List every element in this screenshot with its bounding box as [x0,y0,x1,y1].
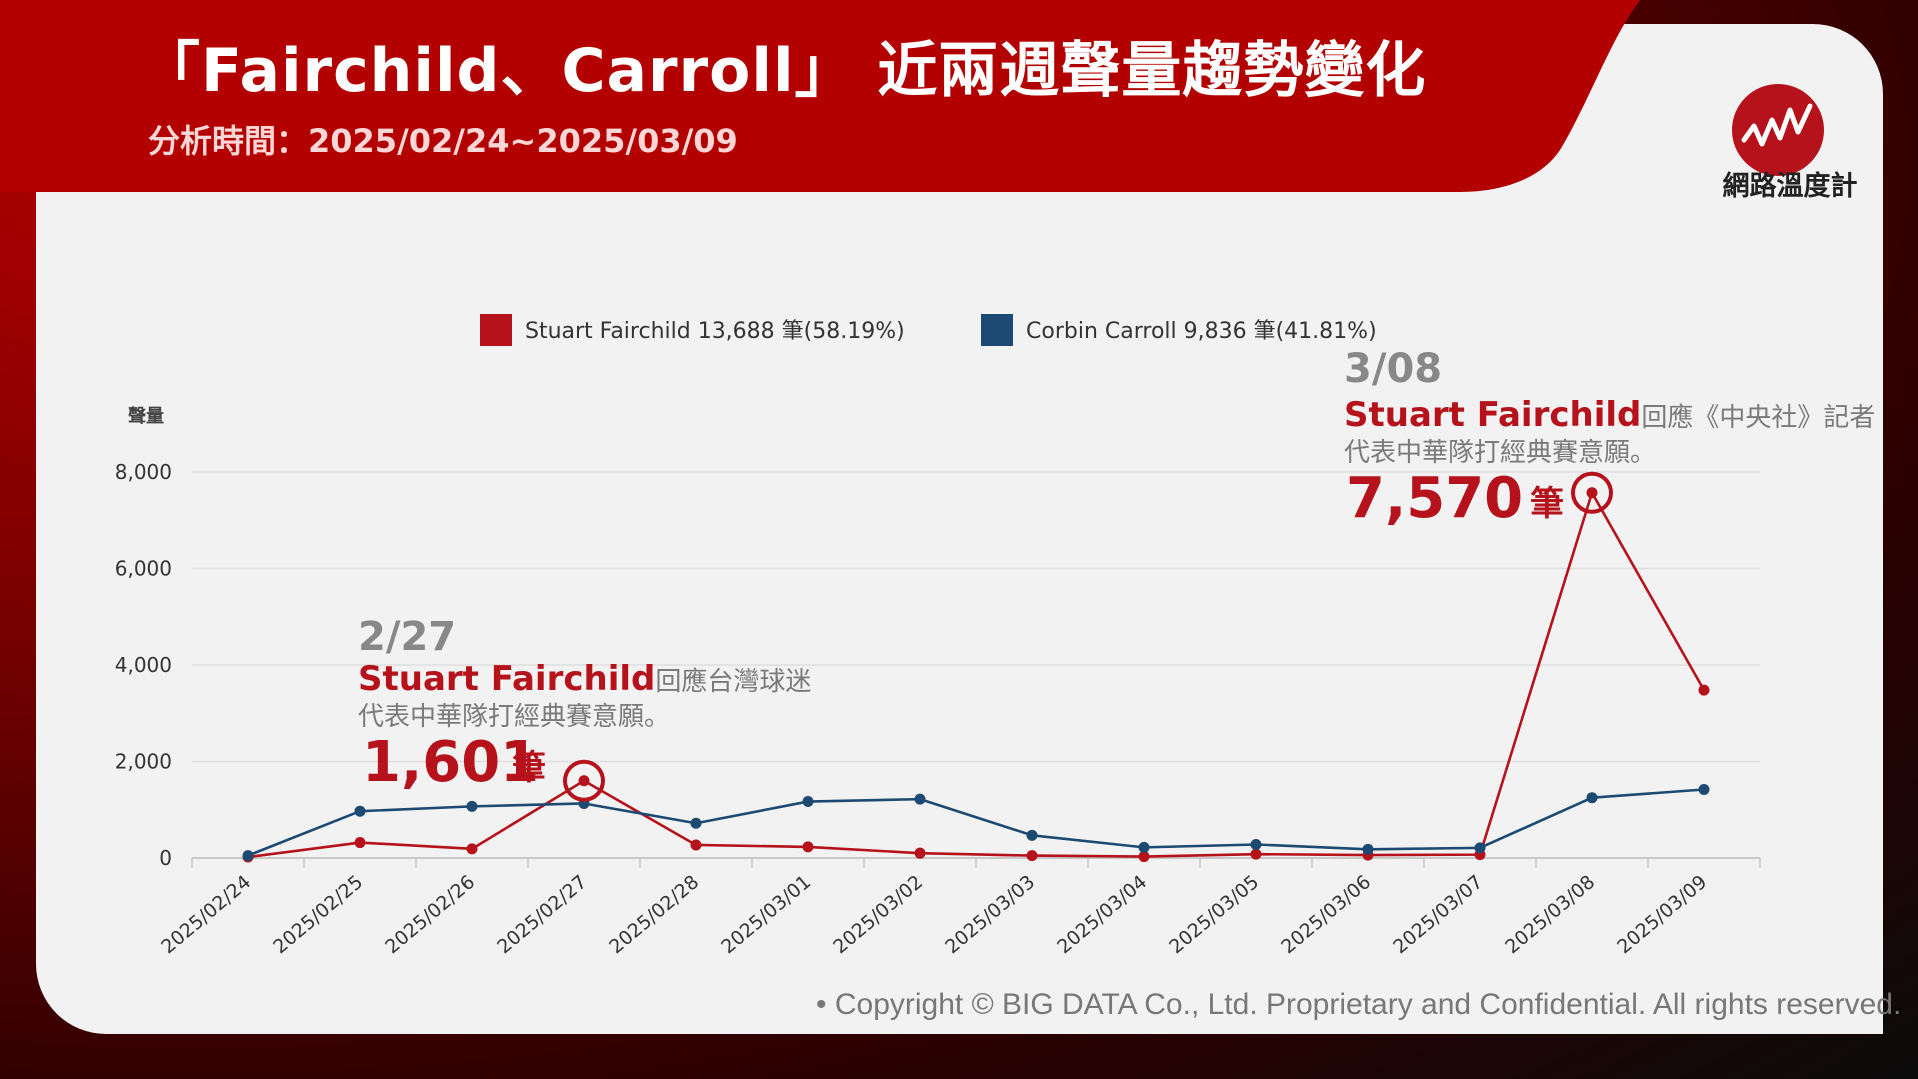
data-point [1138,851,1150,863]
data-point [1698,783,1710,795]
data-point [1250,838,1262,850]
data-point [914,847,926,859]
data-point [1586,792,1598,804]
data-point [466,800,478,812]
y-tick-label: 4,000 [115,653,172,677]
data-point [690,839,702,851]
data-point [466,843,478,855]
annotation-unit: 筆 [1530,484,1564,524]
series-line [247,788,1705,857]
x-tick-label: 2025/03/01 [717,871,815,958]
annotation-name: Stuart Fairchild [1344,395,1641,435]
annotation-headline: Stuart Fairchild回應台灣球迷 [358,659,811,699]
data-point [578,775,590,787]
y-tick-label: 6,000 [115,557,172,581]
y-tick-label: 8,000 [115,460,172,484]
series-line [247,491,1706,859]
x-tick-label: 2025/02/24 [157,871,255,958]
x-tick-label: 2025/03/03 [941,871,1039,958]
y-axis-label: 聲量 [128,405,164,427]
x-tick-label: 2025/02/27 [493,871,591,958]
x-tick-label: 2025/03/02 [829,871,927,958]
content-panel [36,24,1883,1034]
title-banner [0,0,1640,192]
annotation-date: 2/27 [358,614,456,660]
data-point [802,841,814,853]
legend-swatch [480,314,512,346]
data-point [1026,829,1038,841]
data-point [1474,842,1486,854]
annotation-text: 代表中華隊打經典賽意願。 [358,702,670,732]
data-point [1138,841,1150,853]
y-tick-label: 2,000 [115,750,172,774]
page-title: 「Fairchild、Carroll」 近兩週聲量趨勢變化 [140,36,1427,106]
data-point [1026,850,1038,862]
data-point [1698,684,1710,696]
pulse-chart-icon [1732,84,1824,176]
x-tick-label: 2025/02/25 [269,871,367,958]
x-tick-label: 2025/03/07 [1389,871,1487,958]
data-point [354,805,366,817]
x-tick-label: 2025/03/08 [1501,871,1599,958]
data-point [1586,487,1598,499]
annotation-value: 1,601 [362,730,539,795]
annotation-value: 7,570 [1346,466,1523,531]
x-tick-label: 2025/02/26 [381,871,479,958]
annotation-text: 回應《中央社》記者 [1641,403,1875,433]
annotation-date: 3/08 [1344,346,1442,392]
data-point [914,793,926,805]
data-point [354,837,366,849]
annotation-text: 代表中華隊打經典賽意願。 [1344,438,1656,468]
x-tick-label: 2025/03/06 [1277,871,1375,958]
x-tick-label: 2025/02/28 [605,871,703,958]
highlight-ring [563,759,605,802]
x-tick-label: 2025/03/09 [1613,871,1711,958]
annotation-text: 回應台灣球迷 [655,667,811,697]
x-tick-label: 2025/03/04 [1053,871,1151,958]
data-point [242,850,254,862]
legend-label: Corbin Carroll 9,836 筆(41.81%) [1026,319,1377,344]
y-tick-label: 0 [159,846,172,870]
data-point [1250,848,1262,860]
data-point [1362,843,1374,855]
annotation-headline: Stuart Fairchild回應《中央社》記者 [1344,395,1875,435]
annotation-name: Stuart Fairchild [358,659,655,699]
legend-label: Stuart Fairchild 13,688 筆(58.19%) [525,319,905,344]
annotation-unit: 筆 [512,748,546,788]
data-point [690,817,702,829]
x-tick-label: 2025/03/05 [1165,871,1263,958]
copyright-notice: • Copyright © BIG DATA Co., Ltd. Proprie… [816,988,1902,1021]
highlight-ring [1571,471,1613,514]
data-point [802,796,814,808]
logo-wordmark: 網路溫度計 [1722,171,1858,202]
analysis-period: 分析時間：2025/02/24~2025/03/09 [148,122,738,160]
legend-swatch [981,314,1013,346]
